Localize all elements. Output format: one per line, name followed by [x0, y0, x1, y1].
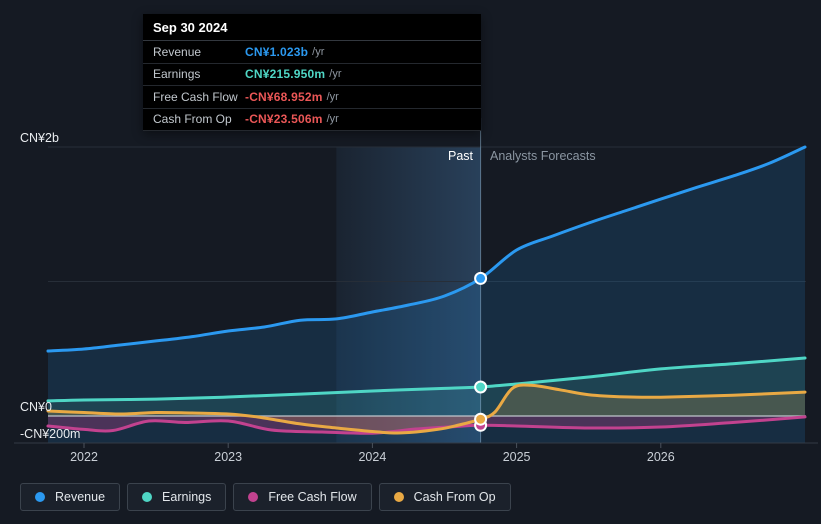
earnings-series-dot	[142, 492, 153, 502]
x-axis-label: 2025	[502, 450, 531, 464]
x-axis-label: 2022	[70, 450, 98, 464]
y-axis-label: CN¥2b	[20, 131, 59, 145]
tooltip-row-unit: /yr	[329, 68, 342, 81]
tooltip-row-value: CN¥1.023b	[245, 44, 309, 59]
analysts-forecasts-label: Analysts Forecasts	[490, 149, 596, 163]
legend-item-label: Free Cash Flow	[268, 490, 357, 504]
chart-plot-area[interactable]	[0, 0, 821, 470]
tooltip-row-unit: /yr	[326, 90, 339, 103]
tooltip-row-value: CN¥215.950m	[245, 67, 326, 82]
x-axis-label: 2026	[646, 450, 675, 464]
free-cash-flow-series-dot	[248, 492, 259, 502]
tooltip-row-value: -CN¥68.952m	[245, 89, 323, 104]
legend-item-label: Cash From Op	[413, 490, 496, 504]
tooltip-row-label: Earnings	[153, 67, 201, 82]
tooltip-row-unit: /yr	[326, 113, 339, 126]
legend: Revenue Earnings Free Cash Flow Cash Fro…	[20, 483, 511, 511]
tooltip-row-label: Free Cash Flow	[153, 89, 238, 104]
chart-tooltip: Sep 30 2024 Revenue CN¥1.023b /yr Earnin…	[143, 14, 481, 131]
x-axis-label: 2024	[358, 450, 387, 464]
tooltip-row: Free Cash Flow -CN¥68.952m /yr	[143, 86, 481, 109]
tooltip-row: Cash From Op -CN¥23.506m /yr	[143, 109, 481, 131]
tooltip-date: Sep 30 2024	[143, 14, 481, 41]
legend-item-label: Earnings	[162, 490, 212, 504]
legend-item-label: Revenue	[55, 490, 106, 504]
x-axis-label: 2023	[214, 450, 243, 464]
y-axis-label: -CN¥200m	[20, 426, 81, 441]
tooltip-row-unit: /yr	[312, 45, 325, 58]
tooltip-row-value: -CN¥23.506m	[245, 112, 323, 127]
cash-from-op-series-dot	[393, 492, 404, 502]
tooltip-row-label: Cash From Op	[153, 112, 232, 127]
tooltip-row: Earnings CN¥215.950m /yr	[143, 64, 481, 86]
legend-item-revenue[interactable]: Revenue	[20, 483, 121, 511]
tooltip-row: Revenue CN¥1.023b /yr	[143, 41, 481, 64]
legend-item-earnings[interactable]: Earnings	[127, 483, 227, 511]
revenue-series-dot	[35, 492, 45, 502]
legend-item-free-cash-flow[interactable]: Free Cash Flow	[233, 483, 372, 511]
past-label: Past	[447, 149, 473, 163]
tooltip-row-label: Revenue	[153, 44, 202, 59]
legend-item-cash-from-op[interactable]: Cash From Op	[378, 483, 511, 511]
y-axis-label: CN¥0	[20, 400, 52, 414]
